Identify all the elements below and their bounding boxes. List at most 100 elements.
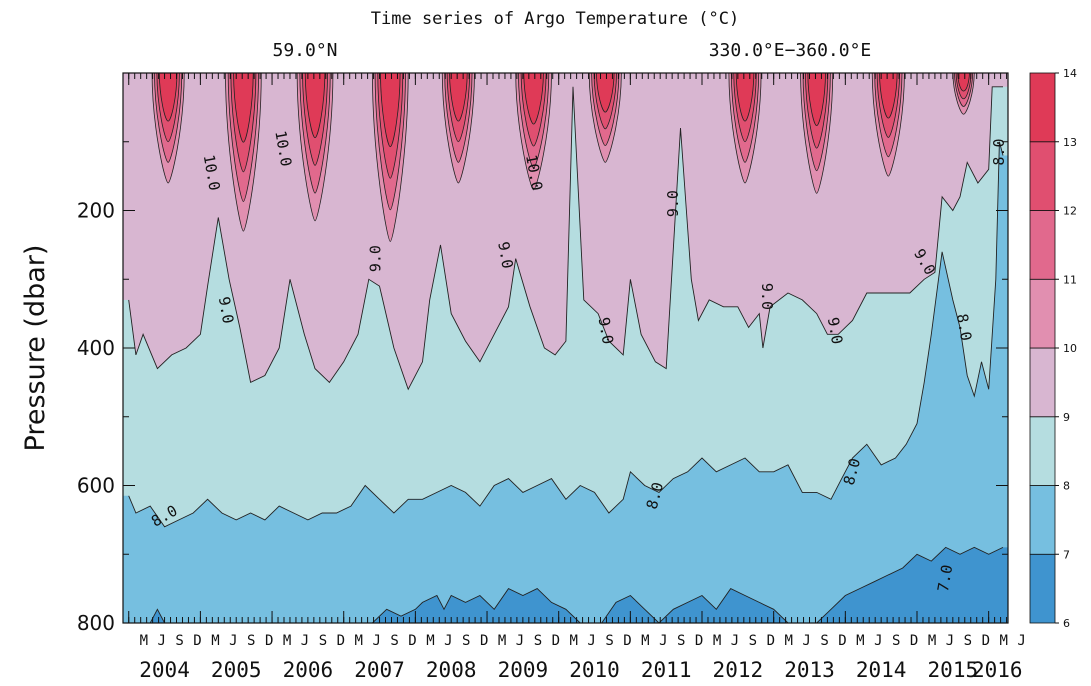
isotherm-label: 9.0 <box>595 316 617 346</box>
month-label: S <box>534 633 542 649</box>
colorbar-label: 9 <box>1063 411 1070 424</box>
colorbar-label: 13 <box>1063 136 1077 149</box>
year-label-2013: 2013 <box>784 658 835 682</box>
y-tick-label: 800 <box>77 611 115 635</box>
warm-core-6-level-13 <box>523 73 544 125</box>
chart-subtitle-longitude: 330.0°E−360.0°E <box>709 40 872 61</box>
colorbar-swatch-10-11 <box>1029 278 1056 349</box>
month-label: J <box>946 633 954 649</box>
isotherm-label: 9.0 <box>758 283 776 310</box>
y-tick-label: 400 <box>77 336 115 360</box>
colorbar-label: 10 <box>1063 342 1077 355</box>
isotherm-label: 10.0 <box>522 153 546 192</box>
month-label: M <box>928 633 936 649</box>
colorbar-label: 11 <box>1063 273 1077 286</box>
month-label: J <box>516 633 524 649</box>
month-label: J <box>229 633 237 649</box>
month-label: J <box>1017 633 1025 649</box>
isotherm-label: 10.0 <box>271 129 295 168</box>
month-label: J <box>802 633 810 649</box>
plot-area <box>123 73 1008 623</box>
month-label: S <box>462 633 470 649</box>
warm-core-5-level-13 <box>449 73 468 122</box>
month-label: M <box>211 633 219 649</box>
colorbar: 6 7 8 9 10 11 12 13 14 <box>1029 67 1077 630</box>
isotherm-line-8 <box>128 141 1004 528</box>
colorbar-swatch-13-14 <box>1029 72 1056 143</box>
month-label: M <box>713 633 721 649</box>
colorbar-label: 6 <box>1063 617 1070 630</box>
month-label: S <box>175 633 183 649</box>
year-label-2008: 2008 <box>426 658 477 682</box>
warm-core-2-level-13 <box>233 73 254 143</box>
chart-title: Time series of Argo Temperature (°C) <box>371 9 739 29</box>
month-label: S <box>677 633 685 649</box>
year-label-2010: 2010 <box>569 658 620 682</box>
isotherm-label: 8.0 <box>990 139 1008 166</box>
warm-core-10-level-13 <box>879 73 898 119</box>
month-label: S <box>964 633 972 649</box>
month-label: M <box>856 633 864 649</box>
month-label: D <box>337 633 345 649</box>
warm-core-9-level-13 <box>807 73 826 127</box>
month-label: D <box>408 633 416 649</box>
isotherm-label: 8.0 <box>953 312 975 342</box>
month-label: D <box>552 633 560 649</box>
month-label: D <box>480 633 488 649</box>
month-label: D <box>193 633 201 649</box>
month-label: J <box>587 633 595 649</box>
isotherm-lines <box>128 86 1004 623</box>
month-label: D <box>767 633 775 649</box>
year-label-2015: 2015 <box>928 658 979 682</box>
colorbar-label: 14 <box>1063 67 1077 80</box>
colorbar-swatch-9-10 <box>1029 347 1056 418</box>
colorbar-label: 12 <box>1063 205 1077 218</box>
warm-core-7-level-13 <box>596 73 615 113</box>
warm-core-1-level-13 <box>158 73 178 122</box>
month-label: J <box>874 633 882 649</box>
year-labels: 2004 2005 2006 2007 2008 2009 2010 2011 2012 2013… <box>139 658 1022 682</box>
month-label: D <box>265 633 273 649</box>
month-label: S <box>820 633 828 649</box>
isotherm-labels: 10.010.010.09.09.09.09.09.09.09.09.08.08… <box>148 129 1008 593</box>
month-label: S <box>247 633 255 649</box>
isotherm-label: 9.0 <box>664 190 682 217</box>
month-label: S <box>319 633 327 649</box>
isotherm-label: 9.0 <box>215 295 237 325</box>
y-tick-labels: 200 400 600 800 <box>77 199 115 636</box>
year-label-2016: 2016 <box>972 658 1023 682</box>
year-label-2005: 2005 <box>211 658 262 682</box>
colorbar-swatch-12-13 <box>1029 141 1056 211</box>
month-label: J <box>372 633 380 649</box>
colorbar-swatch-6-7 <box>1029 553 1056 624</box>
month-label: S <box>749 633 757 649</box>
month-label: M <box>426 633 434 649</box>
year-label-2009: 2009 <box>498 658 549 682</box>
month-label: D <box>910 633 918 649</box>
chart-subtitle-latitude: 59.0°N <box>272 40 337 61</box>
year-label-2006: 2006 <box>283 658 334 682</box>
month-label: M <box>570 633 578 649</box>
y-tick-label: 200 <box>77 199 115 223</box>
y-axis-label: Pressure (dbar) <box>20 245 51 452</box>
month-label: J <box>659 633 667 649</box>
band-9-10 <box>123 73 1008 390</box>
year-label-2004: 2004 <box>139 658 190 682</box>
month-label: J <box>444 633 452 649</box>
isotherm-label: 10.0 <box>200 153 224 192</box>
month-label: S <box>605 633 613 649</box>
warm-core-3-level-13 <box>304 73 326 139</box>
month-label: D <box>838 633 846 649</box>
colorbar-swatch-7-8 <box>1029 485 1056 555</box>
colorbar-swatch-8-9 <box>1029 416 1056 486</box>
year-label-2011: 2011 <box>641 658 692 682</box>
month-label: J <box>301 633 309 649</box>
year-label-2007: 2007 <box>354 658 405 682</box>
warm-cores <box>151 73 975 242</box>
month-label: S <box>390 633 398 649</box>
month-label: J <box>731 633 739 649</box>
month-label: M <box>140 633 148 649</box>
colorbar-label: 8 <box>1063 480 1070 493</box>
month-label: S <box>892 633 900 649</box>
